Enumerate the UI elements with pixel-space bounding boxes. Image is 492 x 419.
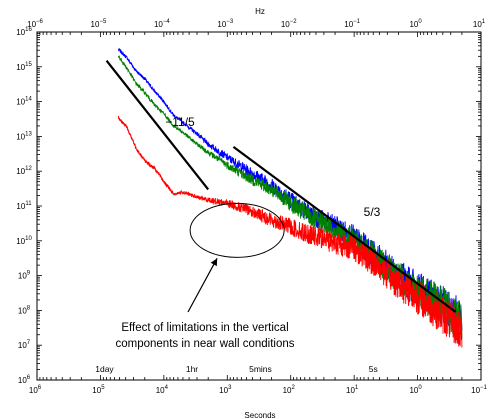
time-marker-label: 1hr	[186, 364, 198, 374]
y-tick-label: 108	[18, 305, 31, 315]
x2-axis-label: Hz	[255, 7, 265, 16]
annotation-ellipse	[189, 202, 285, 258]
annotation-arrow	[187, 258, 218, 313]
tick-labels: 106 105 104 103 102 101 100 10−1 10−6 10−5 10−4 10−…	[16, 19, 487, 395]
x-tick-label: 101	[346, 385, 359, 395]
y-tick-label: 107	[18, 340, 31, 350]
annotation-line-1: Effect of limitations in the vertical	[121, 322, 288, 334]
x2-tick-label: 10−4	[154, 19, 170, 29]
x2-tick-label: 100	[409, 19, 422, 29]
x2-tick-label: 10−2	[281, 19, 297, 29]
annotation-arrowhead	[210, 258, 218, 267]
data-series-3	[117, 115, 463, 348]
x-axis-label: Seconds	[244, 411, 275, 419]
x-tick-label: 103	[219, 385, 232, 395]
time-marker-label: 1day	[95, 364, 114, 374]
y-tick-label: 1014	[16, 97, 32, 107]
x-tick-label: 104	[156, 385, 169, 395]
slope-label-2: 5/3	[364, 205, 381, 219]
slope-label-1: −11/5	[165, 115, 195, 129]
data-series-1	[117, 48, 463, 340]
y-tick-label: 1013	[16, 131, 32, 141]
y-tick-label: 106	[18, 375, 31, 385]
x-tick-label: 102	[283, 385, 296, 395]
slope-line-1	[105, 59, 210, 191]
x2-tick-label: 10−1	[344, 19, 360, 29]
annotation-line-2: components in near wall conditions	[116, 338, 295, 350]
time-marker-label: 5mins	[249, 364, 272, 374]
slope-line-2	[232, 145, 457, 313]
x2-tick-label: 10−5	[91, 19, 107, 29]
x2-tick-label: 101	[473, 19, 486, 29]
y-tick-label: 1012	[16, 166, 32, 176]
y-tick-label: 1016	[16, 27, 32, 37]
time-marker-label: 5s	[369, 364, 378, 374]
y-tick-label: 1015	[16, 62, 32, 72]
x-tick-label: 106	[29, 385, 42, 395]
chart-frame	[36, 31, 482, 381]
x-tick-label: 10−1	[471, 385, 487, 395]
annotation: Effect of limitations in the vertical co…	[116, 202, 295, 350]
series-layer	[117, 48, 463, 348]
x-tick-label: 105	[92, 385, 105, 395]
x2-tick-label: 10−6	[27, 19, 43, 29]
y-tick-label: 109	[18, 271, 31, 281]
y-tick-label: 1011	[16, 201, 32, 211]
y-tick-label: 1010	[16, 236, 32, 246]
x2-tick-label: 10−3	[217, 19, 233, 29]
x-tick-label: 100	[409, 385, 422, 395]
reference-lines: −11/5 5/3	[105, 59, 457, 313]
